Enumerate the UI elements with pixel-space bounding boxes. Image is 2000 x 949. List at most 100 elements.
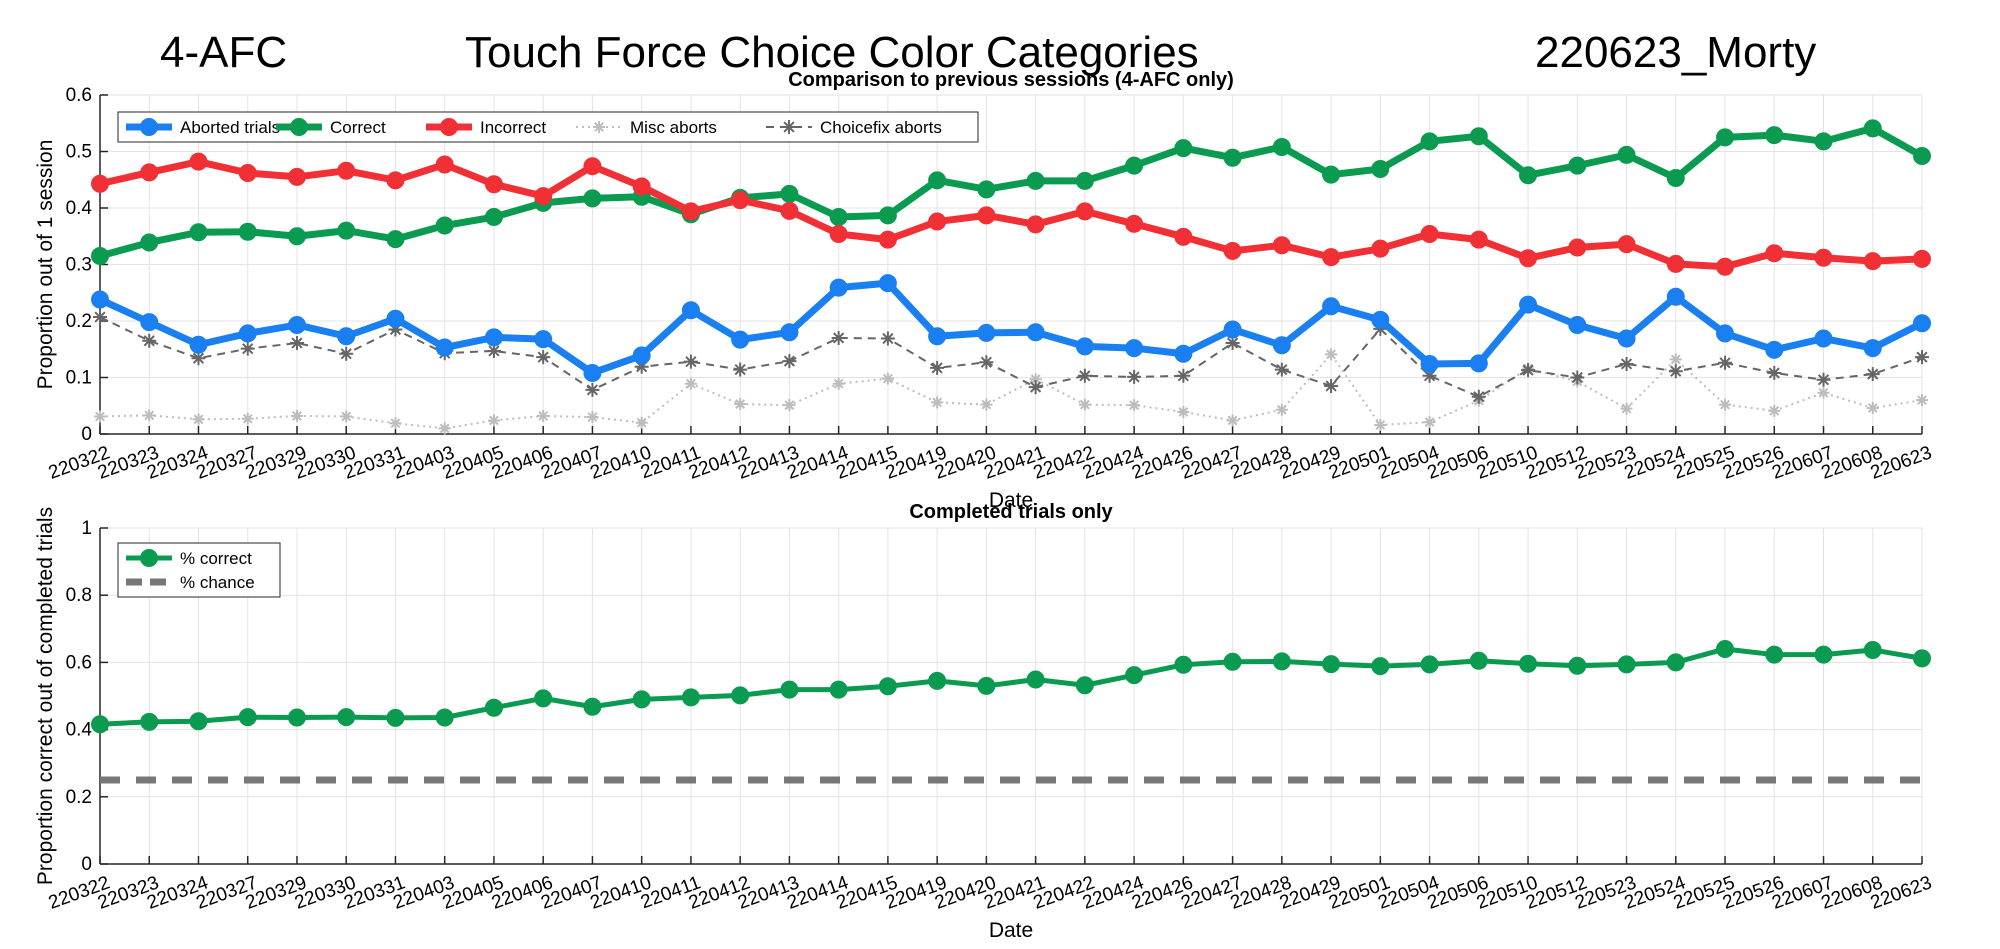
data-point-pct-correct: [1519, 654, 1538, 673]
data-point-choicefix: [1865, 367, 1880, 382]
series-line-choicefix: [99, 316, 1923, 398]
data-point-correct: [1568, 156, 1587, 175]
data-point-choicefix: [979, 355, 994, 370]
data-point-pct-correct: [1814, 645, 1833, 664]
data-point-pct-correct: [1322, 655, 1341, 674]
data-point-choicefix: [1028, 380, 1043, 395]
data-point-pct-correct: [1026, 670, 1045, 689]
data-point-pct-correct: [140, 712, 159, 731]
legend-marker-aborted: [140, 118, 158, 136]
data-point-correct: [878, 206, 897, 225]
data-point-choicefix: [1767, 365, 1782, 380]
legend-label-aborted: Aborted trials: [180, 118, 280, 137]
data-point-aborted: [632, 346, 651, 365]
y-tick-label: 1: [81, 518, 92, 539]
data-point-misc: [1866, 402, 1879, 415]
data-point-choicefix: [1373, 321, 1388, 336]
data-point-pct-correct: [1617, 655, 1636, 674]
data-point-misc: [340, 410, 353, 423]
data-point-incorrect: [878, 230, 897, 249]
data-point-correct: [435, 216, 454, 235]
y-tick-label: 0.4: [66, 720, 93, 741]
data-point-pct-correct: [189, 712, 208, 731]
series-aborted: [91, 274, 1931, 382]
data-point-aborted: [1026, 323, 1045, 342]
figure-session-label: 220623_Morty: [1535, 28, 1817, 77]
data-point-incorrect: [583, 157, 602, 176]
comparison-chart-title: Comparison to previous sessions (4-AFC o…: [788, 69, 1234, 91]
data-point-choicefix: [634, 359, 649, 374]
data-point-incorrect: [1223, 241, 1242, 260]
data-point-misc: [881, 372, 894, 385]
data-point-misc: [1817, 386, 1830, 399]
data-point-pct-correct: [878, 677, 897, 696]
data-point-correct: [583, 189, 602, 208]
data-point-correct: [1371, 160, 1390, 179]
y-tick-label: 0.2: [66, 787, 92, 808]
data-point-correct: [1765, 126, 1784, 145]
data-point-incorrect: [386, 171, 405, 190]
data-point-misc: [1423, 416, 1436, 429]
y-tick-label: 0.5: [66, 142, 92, 163]
completed-chart: 00.20.40.60.8122032222032322032422032722…: [34, 501, 1935, 942]
data-point-incorrect: [1765, 244, 1784, 263]
figure-condition-label: 4-AFC: [160, 28, 288, 77]
data-point-pct-correct: [238, 708, 257, 727]
data-point-correct: [337, 221, 356, 240]
data-point-correct: [287, 227, 306, 246]
data-point-aborted: [1863, 339, 1882, 358]
data-point-misc: [1226, 414, 1239, 427]
data-point-choicefix: [1668, 364, 1683, 379]
data-point-correct: [829, 208, 848, 227]
data-point-misc: [1128, 399, 1141, 412]
data-point-correct: [1617, 145, 1636, 164]
data-point-correct: [1666, 169, 1685, 188]
data-point-pct-correct: [1666, 653, 1685, 672]
data-point-choicefix: [1176, 368, 1191, 383]
data-point-aborted: [1371, 310, 1390, 329]
data-point-choicefix: [1619, 356, 1634, 371]
data-point-incorrect: [1174, 227, 1193, 246]
comparison-chart: 00.10.20.30.40.50.6220322220323220324220…: [34, 69, 1935, 512]
data-point-incorrect: [1469, 230, 1488, 249]
data-point-misc: [438, 422, 451, 435]
data-point-misc: [1029, 373, 1042, 386]
data-point-aborted: [189, 335, 208, 354]
data-point-incorrect: [534, 187, 553, 206]
data-point-misc: [684, 377, 697, 390]
data-point-pct-correct: [829, 680, 848, 699]
data-point-misc: [1768, 404, 1781, 417]
series-incorrect: [91, 152, 1931, 276]
data-point-pct-correct: [1420, 655, 1439, 674]
data-point-incorrect: [1371, 239, 1390, 258]
data-point-misc: [143, 409, 156, 422]
y-tick-label: 0.6: [66, 652, 92, 673]
completed-x-axis-label: Date: [989, 919, 1033, 942]
data-point-misc: [1620, 402, 1633, 415]
data-point-pct-correct: [1716, 639, 1735, 658]
completed-y-axis-label: Proportion correct out of completed tria…: [34, 507, 57, 885]
data-point-choicefix: [1521, 363, 1536, 378]
y-tick-label: 0.8: [66, 585, 92, 606]
figure-main-title: Touch Force Choice Color Categories: [465, 28, 1199, 77]
figure-header: 4-AFC Touch Force Choice Color Categorie…: [0, 0, 2000, 80]
y-tick-label: 0.4: [66, 198, 93, 219]
legend-label-misc: Misc aborts: [630, 118, 717, 137]
data-point-pct-correct: [534, 689, 553, 708]
data-point-misc: [241, 412, 254, 425]
data-point-pct-correct: [1075, 676, 1094, 695]
data-point-aborted: [928, 327, 947, 346]
data-point-incorrect: [928, 212, 947, 231]
data-point-incorrect: [484, 175, 503, 194]
data-point-misc: [192, 413, 205, 426]
data-point-choicefix: [388, 322, 403, 337]
data-point-misc: [1916, 394, 1928, 407]
data-point-misc: [94, 410, 106, 423]
data-point-aborted: [238, 324, 257, 343]
completed-chart-title: Completed trials only: [909, 501, 1113, 523]
data-point-choicefix: [240, 341, 255, 356]
data-point-choicefix: [782, 354, 797, 369]
data-point-choicefix: [339, 346, 354, 361]
data-point-misc: [1177, 405, 1190, 418]
data-point-incorrect: [731, 191, 750, 210]
